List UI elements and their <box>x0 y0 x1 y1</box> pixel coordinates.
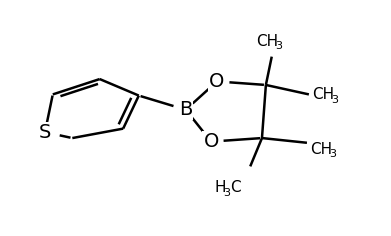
Text: H: H <box>214 180 226 195</box>
Text: CH: CH <box>310 142 332 157</box>
Text: C: C <box>230 180 240 195</box>
Text: 3: 3 <box>332 95 339 105</box>
Text: O: O <box>203 132 219 151</box>
Text: CH: CH <box>312 87 334 102</box>
Text: S: S <box>39 123 51 142</box>
Text: 3: 3 <box>276 41 283 51</box>
Text: 3: 3 <box>330 149 337 159</box>
Text: O: O <box>209 72 225 91</box>
Text: 3: 3 <box>223 188 230 198</box>
Text: CH: CH <box>256 34 278 49</box>
Text: B: B <box>179 100 192 119</box>
